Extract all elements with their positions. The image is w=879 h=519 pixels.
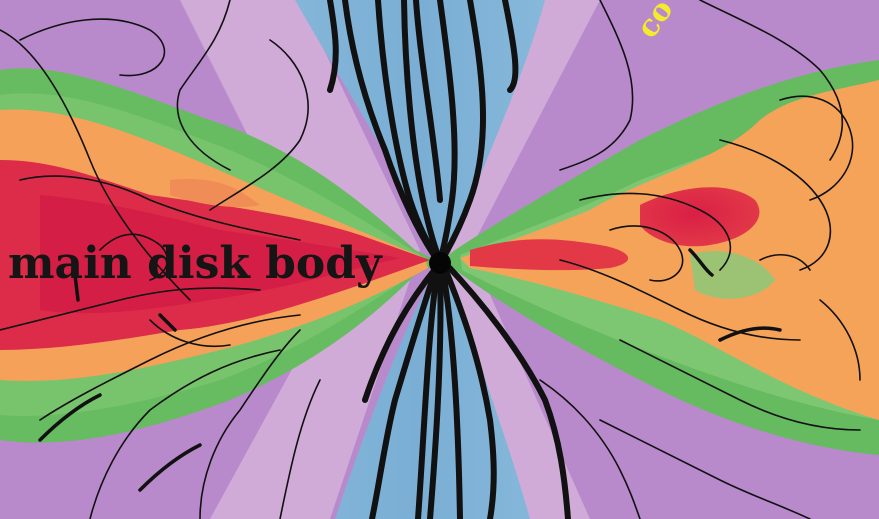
- streamline: [89, 349, 281, 519]
- streamline: [619, 339, 861, 431]
- streamline: [39, 314, 301, 421]
- streamline: [138, 443, 202, 492]
- disk-right-red: [470, 239, 629, 271]
- streamline: [599, 419, 811, 519]
- streamline: [401, 0, 442, 261]
- streamline: [443, 261, 571, 519]
- disk-left-red-core: [40, 195, 400, 314]
- bold-disk-streamlines: [38, 248, 782, 492]
- streamline: [0, 29, 191, 301]
- disk-right-orange: [460, 80, 879, 420]
- streamline: [688, 248, 714, 277]
- disk-right-red-clump: [640, 187, 760, 247]
- streamline: [38, 393, 102, 442]
- streamline: [279, 379, 321, 519]
- streamline: [539, 379, 641, 519]
- main-disk-body-label: main disk body: [8, 238, 383, 289]
- streamline: [176, 0, 231, 171]
- streamline: [99, 233, 169, 281]
- streamline: [819, 299, 861, 381]
- streamline: [502, 0, 519, 93]
- pale-halo-left: [180, 0, 420, 519]
- streamline: [779, 95, 854, 201]
- streamline: [209, 39, 309, 211]
- funnel-streamlines-lower: [362, 261, 571, 519]
- streamline: [559, 259, 801, 341]
- streamline: [609, 225, 684, 282]
- streamline: [73, 273, 80, 302]
- streamline: [759, 254, 811, 271]
- central-star: [429, 252, 451, 274]
- streamline: [19, 18, 166, 77]
- streamline: [718, 326, 782, 342]
- funnel-streamlines-upper: [327, 0, 519, 261]
- disk-left-orange-patch: [170, 179, 260, 207]
- streamline: [327, 0, 339, 93]
- streamline: [719, 139, 832, 271]
- streamline: [413, 0, 443, 203]
- streamline: [375, 0, 441, 261]
- streamline: [559, 0, 634, 171]
- streamline: [699, 0, 844, 161]
- streamline: [369, 263, 440, 519]
- disk-right-green-patch: [690, 251, 775, 299]
- streamline: [415, 263, 441, 519]
- streamline: [0, 287, 261, 331]
- streamline: [439, 263, 463, 519]
- streamline: [362, 265, 439, 403]
- streamline: [158, 313, 177, 332]
- streamline: [149, 319, 231, 348]
- streamline: [440, 0, 486, 261]
- streamline: [579, 192, 732, 271]
- streamline: [427, 263, 444, 519]
- streamline: [19, 175, 301, 241]
- disk-streamlines: [0, 0, 861, 519]
- streamline: [199, 329, 301, 519]
- streamline: [441, 263, 497, 519]
- streamline: [437, 0, 458, 261]
